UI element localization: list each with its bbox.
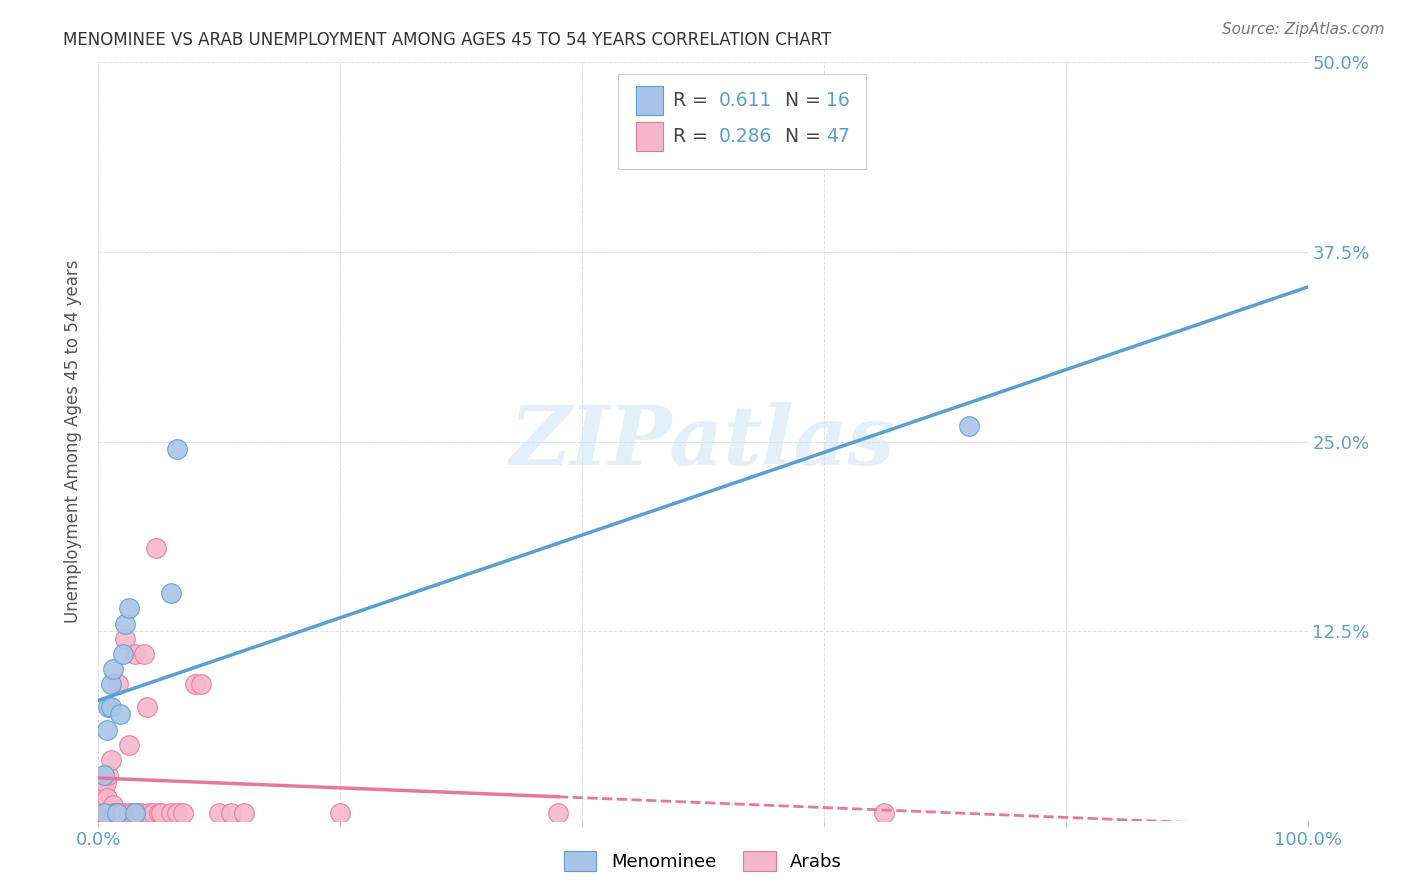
Point (118, 806, 141, 821)
Point (97, 699, 120, 714)
Point (93, 783, 115, 797)
Point (100, 806, 122, 821)
Point (873, 806, 896, 821)
Text: 47: 47 (827, 128, 851, 146)
Y-axis label: Unemployment Among Ages 45 to 54 years: Unemployment Among Ages 45 to 54 years (63, 260, 82, 624)
Text: 16: 16 (827, 91, 851, 110)
Point (232, 806, 254, 821)
Point (114, 616, 136, 631)
Point (190, 677, 212, 691)
Point (93, 768, 115, 782)
Point (97, 768, 120, 782)
Point (100, 699, 122, 714)
Text: ZIPatlas: ZIPatlas (510, 401, 896, 482)
Point (100, 753, 122, 767)
Text: 0.611: 0.611 (718, 91, 772, 110)
Point (957, 419, 980, 434)
Point (124, 647, 146, 661)
FancyBboxPatch shape (637, 122, 664, 151)
Point (93, 798, 115, 813)
Text: MENOMINEE VS ARAB UNEMPLOYMENT AMONG AGES 45 TO 54 YEARS CORRELATION CHART: MENOMINEE VS ARAB UNEMPLOYMENT AMONG AGE… (63, 31, 831, 49)
Point (142, 806, 165, 821)
Point (93, 791, 115, 805)
Point (208, 806, 231, 821)
Point (166, 442, 188, 457)
Point (93, 806, 115, 821)
Point (107, 677, 129, 691)
Point (134, 647, 156, 661)
Point (103, 806, 125, 821)
Point (114, 632, 136, 646)
Point (150, 806, 173, 821)
Point (148, 806, 170, 821)
Text: N =: N = (773, 128, 827, 146)
Point (108, 806, 131, 821)
Point (118, 738, 141, 752)
Point (124, 806, 146, 821)
Point (172, 806, 194, 821)
Point (221, 806, 243, 821)
Point (96, 791, 118, 805)
Point (105, 806, 128, 821)
Point (105, 806, 128, 821)
Point (96, 806, 118, 821)
Point (93, 806, 115, 821)
Point (547, 806, 569, 821)
Point (101, 662, 124, 676)
Point (94, 806, 117, 821)
Text: R =: R = (672, 91, 714, 110)
Legend: Menominee, Arabs: Menominee, Arabs (557, 844, 849, 879)
Point (91, 798, 114, 813)
Text: N =: N = (773, 91, 827, 110)
Point (91, 806, 114, 821)
Point (91, 806, 114, 821)
Point (129, 806, 152, 821)
Text: Source: ZipAtlas.com: Source: ZipAtlas.com (1222, 22, 1385, 37)
Point (118, 601, 141, 615)
Point (184, 677, 207, 691)
FancyBboxPatch shape (619, 74, 866, 169)
Text: R =: R = (672, 128, 714, 146)
Point (101, 798, 124, 813)
FancyBboxPatch shape (637, 86, 664, 115)
Point (166, 806, 188, 821)
Point (145, 541, 167, 555)
Point (160, 586, 183, 600)
Point (111, 647, 134, 661)
Point (138, 806, 160, 821)
Point (160, 806, 183, 821)
Point (127, 806, 149, 821)
Point (96, 723, 118, 737)
Point (108, 707, 131, 722)
Point (329, 806, 352, 821)
Point (94, 776, 117, 790)
Point (111, 806, 134, 821)
Text: 0.286: 0.286 (718, 128, 772, 146)
Point (104, 806, 127, 821)
Point (121, 806, 143, 821)
Point (100, 677, 122, 691)
Point (97, 806, 120, 821)
Point (135, 699, 157, 714)
